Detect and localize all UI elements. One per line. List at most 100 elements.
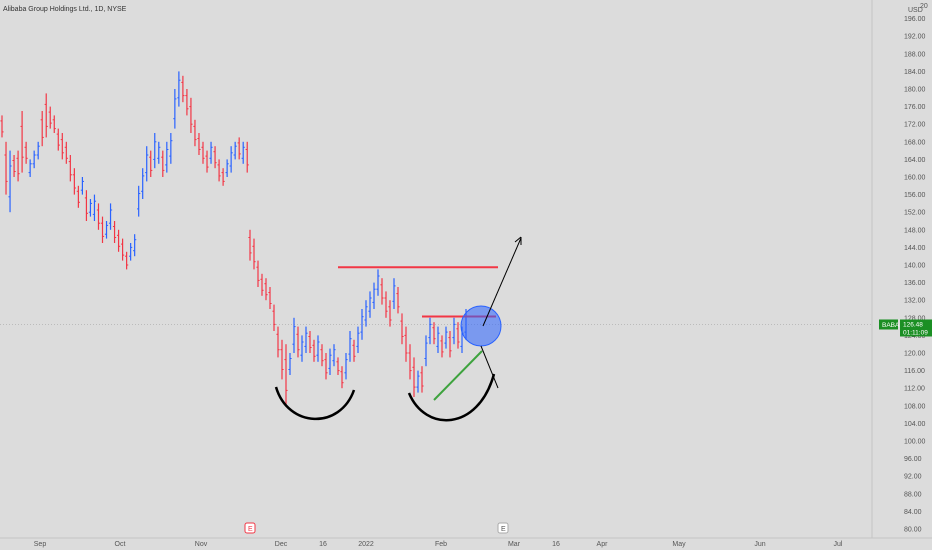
x-tick-label: May bbox=[672, 541, 686, 548]
y-axis-ticks: 196.00 192.00 188.00 184.00 180.00 176.00 172.… bbox=[904, 16, 926, 533]
ohlc-bar bbox=[145, 146, 149, 182]
x-tick-label: 16 bbox=[552, 541, 560, 548]
ohlc-bar bbox=[332, 344, 336, 367]
ohlc-bar bbox=[424, 335, 428, 367]
ohlc-bar bbox=[233, 141, 237, 160]
y-tick-label: 80.00 bbox=[904, 527, 922, 534]
symbol-label: BABA bbox=[882, 322, 900, 329]
y-tick-label: 152.00 bbox=[904, 210, 926, 217]
right-cup-arc[interactable] bbox=[407, 373, 496, 422]
price-scale-panel[interactable] bbox=[872, 0, 932, 538]
ohlc-bar bbox=[432, 322, 436, 345]
ohlc-bar bbox=[272, 304, 276, 331]
left-cup-arc[interactable] bbox=[274, 386, 356, 421]
x-tick-label: 2022 bbox=[358, 541, 374, 548]
earnings-marker-1[interactable]: E bbox=[244, 522, 256, 534]
x-tick-label: Apr bbox=[597, 541, 609, 548]
ohlc-bar bbox=[225, 159, 229, 177]
x-axis-ticks: Sep Oct Nov Dec 16 2022 Feb Mar 16 Apr May Jun Jul bbox=[34, 541, 843, 548]
ohlc-bar bbox=[72, 168, 76, 195]
x-tick-label: Feb bbox=[435, 541, 447, 548]
drawings[interactable] bbox=[274, 236, 522, 422]
ohlc-bar bbox=[20, 111, 24, 173]
y-tick-label: 84.00 bbox=[904, 509, 922, 516]
ohlc-bar bbox=[92, 194, 97, 221]
ohlc-bar bbox=[84, 190, 89, 221]
y-tick-label: 132.00 bbox=[904, 298, 926, 305]
time-scale-panel[interactable] bbox=[0, 538, 932, 550]
ohlc-bar bbox=[44, 93, 48, 138]
ohlc-bar bbox=[169, 133, 173, 164]
ohlc-bar bbox=[404, 326, 408, 362]
bearish-arrow-line[interactable] bbox=[480, 345, 499, 389]
ohlc-bar bbox=[444, 326, 448, 349]
ohlc-bar bbox=[256, 260, 260, 287]
ohlc-bar bbox=[324, 353, 328, 380]
y-tick-label: 172.00 bbox=[904, 122, 926, 129]
symbol-tag bbox=[879, 319, 898, 330]
ohlc-bar bbox=[268, 287, 272, 309]
ohlc-bar bbox=[28, 159, 32, 177]
ohlc-bar bbox=[304, 326, 308, 353]
x-tick-label: Mar bbox=[508, 541, 521, 548]
ohlc-bar bbox=[245, 141, 249, 173]
ohlc-bar bbox=[436, 326, 440, 353]
ohlc-bars bbox=[0, 71, 468, 406]
x-tick-label: Sep bbox=[34, 541, 47, 548]
y-tick-label: 176.00 bbox=[904, 104, 926, 111]
ohlc-bar bbox=[189, 97, 193, 133]
y-tick-label: 144.00 bbox=[904, 245, 926, 252]
ohlc-bar bbox=[252, 238, 256, 270]
price-scale-corner-label: 20 bbox=[920, 3, 928, 10]
y-tick-label: 104.00 bbox=[904, 421, 926, 428]
last-price-value: 126.48 bbox=[903, 321, 923, 328]
currency-label: USD bbox=[908, 7, 923, 14]
ohlc-bar bbox=[181, 75, 185, 103]
ohlc-bar bbox=[56, 128, 60, 151]
y-tick-label: 184.00 bbox=[904, 69, 926, 76]
ohlc-bar bbox=[248, 229, 252, 261]
ohlc-bar bbox=[193, 119, 197, 147]
ohlc-bar bbox=[308, 331, 312, 353]
ohlc-bar bbox=[376, 269, 380, 296]
ohlc-bar bbox=[76, 185, 80, 208]
ohlc-bar bbox=[177, 71, 181, 107]
target-circle[interactable] bbox=[460, 305, 502, 347]
ohlc-bar bbox=[356, 326, 360, 353]
earnings-marker-2[interactable]: E bbox=[497, 522, 509, 534]
ohlc-bar bbox=[116, 229, 121, 252]
ohlc-bar bbox=[40, 111, 44, 147]
ohlc-bar bbox=[264, 278, 268, 301]
ohlc-bar bbox=[296, 326, 300, 358]
y-tick-label: 108.00 bbox=[904, 403, 926, 410]
ohlc-bar bbox=[340, 366, 344, 389]
ohlc-bar bbox=[149, 150, 153, 177]
ohlc-bar bbox=[388, 300, 392, 327]
ohlc-bar bbox=[416, 370, 420, 393]
ohlc-bar bbox=[348, 331, 352, 362]
ohlc-bar bbox=[229, 146, 233, 173]
ohlc-bar bbox=[141, 168, 145, 199]
ohlc-bar bbox=[364, 300, 368, 327]
ohlc-bar bbox=[165, 141, 169, 173]
ohlc-bar bbox=[205, 150, 209, 173]
ohlc-bar bbox=[260, 273, 264, 296]
y-tick-label: 140.00 bbox=[904, 263, 926, 270]
chart-title: Alibaba Group Holdings Ltd., 1D, NYSE bbox=[3, 6, 127, 13]
ohlc-bar bbox=[456, 322, 460, 349]
ohlc-bar bbox=[368, 291, 372, 318]
ohlc-bar bbox=[452, 317, 456, 345]
ohlc-bar bbox=[320, 344, 324, 367]
y-tick-label: 192.00 bbox=[904, 34, 926, 41]
y-tick-label: 92.00 bbox=[904, 474, 922, 481]
bullish-arrow-line[interactable] bbox=[482, 237, 522, 327]
rising-support-line[interactable] bbox=[433, 350, 483, 401]
price-badge: BABA 126.48 01:11:09 bbox=[879, 319, 932, 337]
y-tick-label: 168.00 bbox=[904, 139, 926, 146]
x-tick-label: Jun bbox=[754, 541, 765, 548]
y-tick-label: 164.00 bbox=[904, 157, 926, 164]
ohlc-bar bbox=[384, 291, 388, 318]
ohlc-bar bbox=[280, 339, 284, 380]
ohlc-bar bbox=[100, 216, 105, 243]
